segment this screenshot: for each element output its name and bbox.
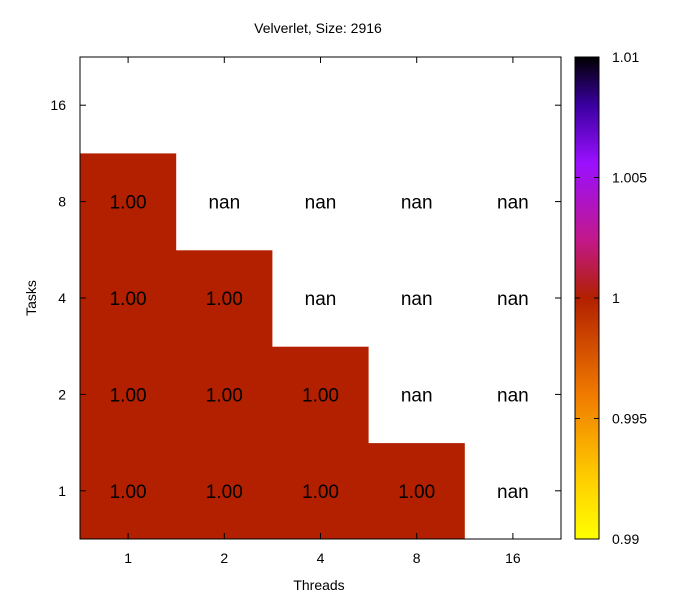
cell-value-label: 1.00 [206,289,243,310]
heatmap-cell [464,346,562,444]
cell-value-label: nan [208,193,240,214]
heatmap-cell [80,153,177,251]
heatmap-cell [368,153,466,251]
x-tick-label: 1 [124,550,132,566]
cell-value-label: nan [305,193,337,214]
heatmap-cell [368,442,466,540]
x-axis-label: Threads [293,577,344,593]
cell-value-label: 1.00 [206,482,243,503]
x-tick-label: 2 [220,550,228,566]
cell-value-label: nan [401,385,433,406]
colorbar-tick-label: 1 [612,290,620,306]
y-tick-label: 8 [58,194,66,210]
cell-value-label: nan [401,289,433,310]
x-axis-ticks: 1 2 4 8 16 [124,57,521,566]
heatmap-cell [272,249,370,347]
x-tick-label: 4 [317,550,325,566]
cell-value-label: 1.00 [206,385,243,406]
heatmap-cell [272,153,370,251]
cell-value-label: 1.00 [302,385,339,406]
heatmap-cell [80,346,177,444]
colorbar-tick-label: 1.01 [612,49,639,65]
heatmap-cell [464,153,562,251]
chart-title: Velverlet, Size: 2916 [254,20,382,36]
heatmap-cell [80,249,177,347]
colorbar-tick-label: 0.995 [612,411,647,427]
cell-value-label: nan [497,193,529,214]
y-tick-label: 4 [58,290,66,306]
x-tick-label: 16 [505,550,521,566]
x-tick-label: 8 [413,550,421,566]
cell-value-label: nan [305,289,337,310]
cell-labels: 1.00 1.00 1.00 1.00 nan 1.00 1.00 1.00 nan nan 1.0… [110,193,529,503]
heatmap-cell [176,346,273,444]
heatmap-cell [272,346,370,444]
cell-value-label: 1.00 [110,193,147,214]
cell-value-label: nan [401,193,433,214]
y-axis-label: Tasks [23,280,39,316]
cell-value-label: nan [497,385,529,406]
cell-value-label: 1.00 [398,482,435,503]
heatmap-cell [176,442,273,540]
heatmap-cell [80,442,177,540]
y-tick-label: 16 [50,97,66,113]
y-tick-label: 1 [58,483,66,499]
heatmap-cell [176,153,273,251]
heatmap-cell [176,249,273,347]
cell-value-label: 1.00 [110,289,147,310]
colorbar-ticks: 0.99 0.995 1 1.005 1.01 [575,49,647,547]
heatmap-cell [464,249,562,347]
cell-value-label: 1.00 [110,385,147,406]
cell-value-label: 1.00 [302,482,339,503]
heatmap-cell [464,442,562,540]
heatmap-cell [368,249,466,347]
heatmap-cells [80,153,562,540]
heatmap-cell [368,346,466,444]
cell-value-label: nan [497,289,529,310]
cell-value-label: nan [497,482,529,503]
heatmap-cell [272,442,370,540]
colorbar-tick-label: 1.005 [612,170,647,186]
y-axis-ticks: 1 2 4 8 16 [50,97,561,499]
colorbar-tick-label: 0.99 [612,531,639,547]
y-tick-label: 2 [58,386,66,402]
cell-value-label: 1.00 [110,482,147,503]
